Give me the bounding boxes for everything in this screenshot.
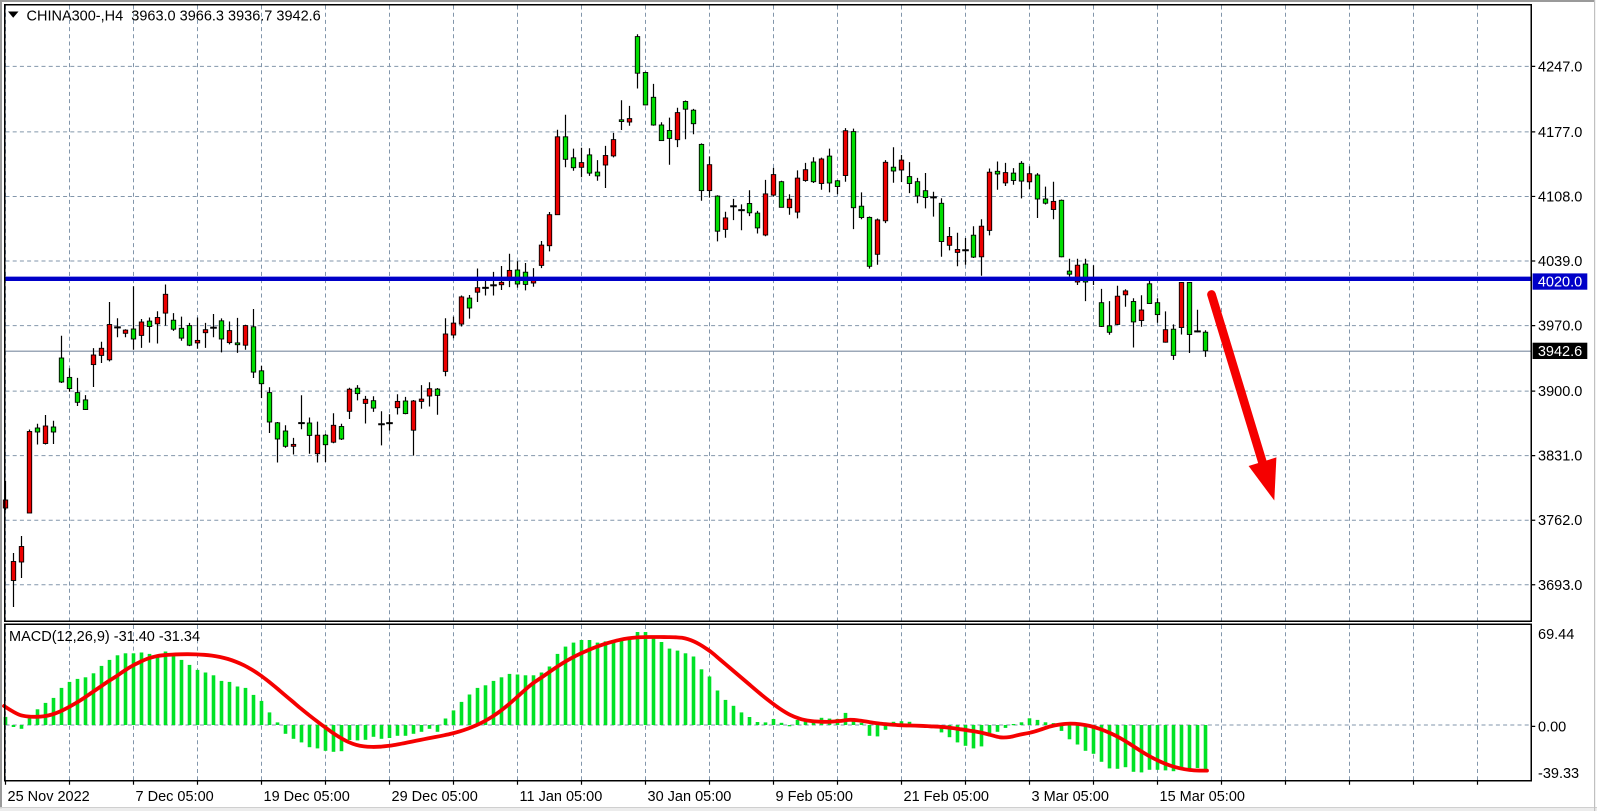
svg-text:0.00: 0.00: [1538, 719, 1566, 735]
svg-text:3970.0: 3970.0: [1538, 319, 1582, 335]
svg-text:19 Dec 05:00: 19 Dec 05:00: [264, 789, 350, 805]
svg-text:4247.0: 4247.0: [1538, 59, 1582, 75]
svg-text:15 Mar 05:00: 15 Mar 05:00: [1160, 789, 1245, 805]
svg-text:3762.0: 3762.0: [1538, 513, 1582, 529]
svg-text:7 Dec 05:00: 7 Dec 05:00: [136, 789, 214, 805]
svg-text:30 Jan 05:00: 30 Jan 05:00: [648, 789, 732, 805]
svg-text:CHINA300-,H4 3963.0 3966.3 39: CHINA300-,H4 3963.0 3966.3 3936.7 3942.6: [27, 9, 321, 25]
svg-text:4108.0: 4108.0: [1538, 189, 1582, 205]
svg-text:4039.0: 4039.0: [1538, 254, 1582, 270]
svg-text:69.44: 69.44: [1538, 627, 1574, 643]
svg-text:29 Dec 05:00: 29 Dec 05:00: [392, 789, 478, 805]
svg-text:3693.0: 3693.0: [1538, 578, 1582, 594]
svg-text:25 Nov 2022: 25 Nov 2022: [8, 789, 90, 805]
svg-text:MACD(12,26,9) -31.40 -31.34: MACD(12,26,9) -31.40 -31.34: [9, 629, 200, 645]
svg-text:3942.6: 3942.6: [1538, 344, 1582, 360]
svg-text:4177.0: 4177.0: [1538, 125, 1582, 141]
svg-text:9 Feb 05:00: 9 Feb 05:00: [776, 789, 853, 805]
svg-text:3900.0: 3900.0: [1538, 384, 1582, 400]
svg-text:11 Jan 05:00: 11 Jan 05:00: [520, 789, 603, 805]
svg-text:3 Mar 05:00: 3 Mar 05:00: [1032, 789, 1109, 805]
svg-text:21 Feb 05:00: 21 Feb 05:00: [904, 789, 989, 805]
svg-text:3831.0: 3831.0: [1538, 449, 1582, 465]
svg-text:-39.33: -39.33: [1538, 766, 1579, 782]
svg-text:4020.0: 4020.0: [1538, 275, 1582, 291]
